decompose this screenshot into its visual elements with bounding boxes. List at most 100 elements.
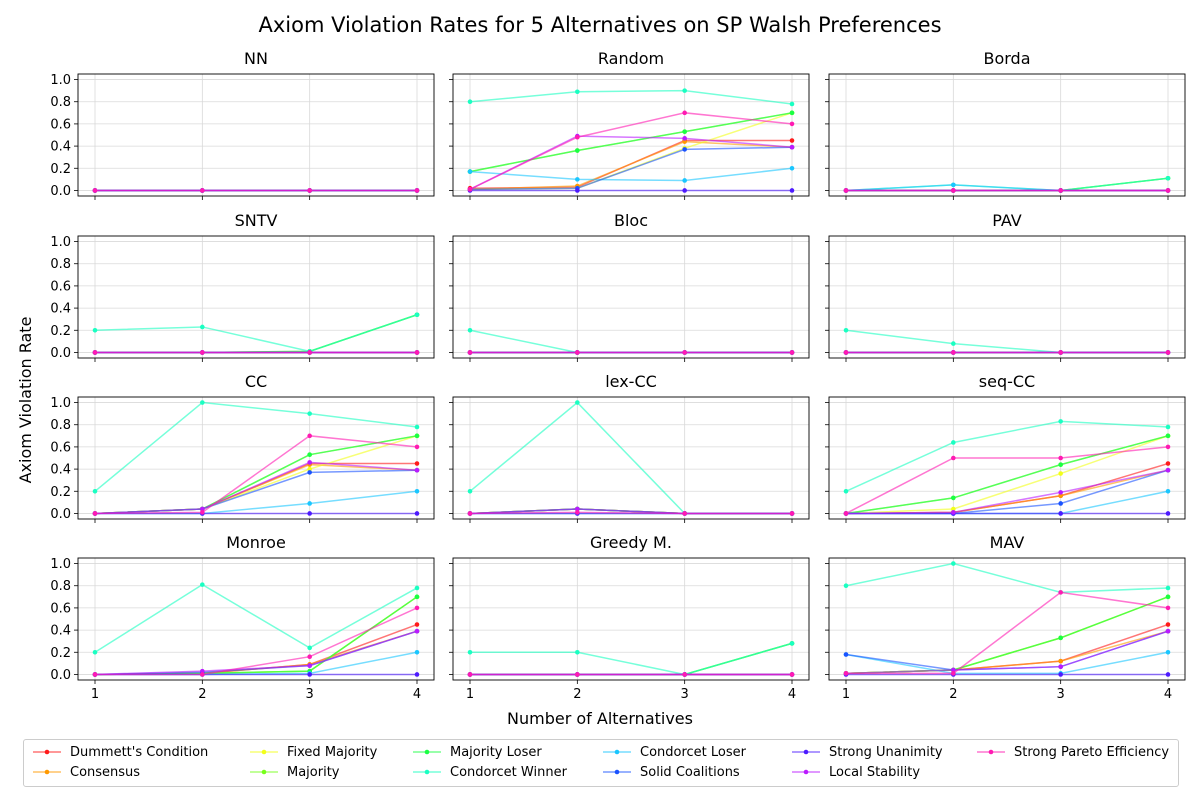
data-point: [951, 182, 956, 188]
series-line: [95, 490, 418, 515]
data-point: [414, 467, 420, 473]
data-point: [1058, 462, 1063, 467]
x-tick-label: 4: [413, 687, 421, 702]
data-point: [467, 649, 473, 655]
data-point: [682, 511, 687, 516]
data-point: [682, 139, 687, 144]
data-point: [307, 452, 312, 457]
x-tick-label: 4: [788, 687, 796, 702]
data-point: [414, 672, 420, 677]
legend-swatch: [603, 769, 631, 775]
data-point: [575, 148, 580, 153]
series-line: [845, 446, 1169, 515]
series-line: [845, 630, 1169, 671]
series-line: [95, 314, 418, 354]
y-tick-label: 0.0: [50, 346, 71, 361]
legend-label: Majority: [287, 764, 340, 780]
panel-frame: [828, 235, 1186, 359]
series-line: [95, 314, 418, 354]
data-point: [1165, 350, 1171, 355]
y-axis-label: Axiom Violation Rate: [16, 317, 35, 484]
x-tick-label: 2: [949, 687, 957, 702]
data-point: [951, 455, 956, 461]
data-point: [789, 121, 795, 127]
data-point: [1165, 622, 1171, 627]
panel-frame: [77, 235, 435, 359]
data-point: [682, 129, 687, 134]
data-point: [414, 488, 420, 494]
data-point: [789, 511, 795, 516]
y-tick-label: 0.8: [50, 95, 71, 110]
panel-title: Greedy M.: [590, 533, 672, 552]
data-point: [1058, 635, 1063, 641]
panel-title: PAV: [992, 211, 1022, 230]
chart-panel: Monroe 0.0 0.2 0.4 0.6 0.8 1.0 1 2 3 4: [50, 533, 435, 702]
series-line: [469, 329, 792, 354]
chart-panel: lex-CC: [449, 372, 810, 523]
data-point: [414, 649, 420, 655]
legend-swatch: [413, 769, 441, 775]
chart-panel: CC 0.0 0.2 0.4 0.6 0.8 1.0: [50, 372, 435, 523]
x-axis-label: Number of Alternatives: [507, 709, 693, 728]
legend-swatch-marker: [261, 749, 267, 755]
series-line: [94, 314, 418, 353]
data-point: [414, 585, 420, 591]
series-line: [845, 435, 1169, 515]
data-point: [843, 188, 849, 193]
series-line: [94, 596, 418, 676]
data-point: [307, 645, 312, 651]
series-line: [94, 583, 418, 653]
series-line: [469, 511, 792, 515]
series-line: [469, 401, 792, 515]
series-line: [94, 630, 418, 676]
data-point: [307, 654, 312, 660]
data-point: [1165, 424, 1171, 430]
panel-frame: [77, 396, 435, 520]
data-point: [1165, 188, 1171, 193]
data-point: [843, 583, 849, 589]
legend-label: Solid Coalitions: [640, 764, 740, 780]
y-tick-label: 1.0: [50, 73, 71, 88]
data-point: [951, 495, 956, 501]
data-point: [951, 510, 956, 515]
data-point: [575, 134, 580, 140]
data-point: [789, 672, 795, 677]
panel-title: MAV: [990, 533, 1025, 552]
y-tick-label: 1.0: [50, 235, 71, 250]
series-line: [469, 167, 793, 182]
data-point: [414, 461, 420, 466]
panel-title: Borda: [983, 49, 1030, 68]
data-point: [92, 672, 98, 677]
data-point: [789, 101, 795, 107]
data-point: [843, 652, 849, 657]
data-point: [414, 433, 420, 439]
data-point: [307, 411, 312, 416]
data-point: [200, 668, 205, 674]
chart-title: Axiom Violation Rates for 5 Alternatives…: [258, 13, 941, 37]
data-point: [307, 470, 312, 475]
x-tick-label: 1: [91, 687, 99, 702]
data-point: [307, 511, 312, 516]
data-point: [575, 89, 580, 95]
data-point: [575, 188, 580, 193]
series-line: [845, 420, 1169, 492]
panel-frame: [828, 557, 1186, 681]
legend-swatch: [250, 769, 278, 775]
legend-item: Majority Loser: [412, 742, 542, 762]
y-tick-label: 1.0: [50, 396, 71, 411]
series-line: [469, 140, 793, 191]
legend-label: Consensus: [70, 764, 141, 780]
y-tick-label: 0.2: [50, 646, 71, 661]
data-point: [843, 327, 849, 333]
panel-title: NN: [244, 49, 268, 68]
y-tick-label: 0.4: [50, 624, 71, 639]
series-line: [845, 329, 1168, 354]
legend-label: Fixed Majority: [287, 744, 378, 760]
series-line: [94, 623, 418, 676]
legend-swatch: [33, 769, 61, 775]
data-point: [200, 672, 205, 677]
y-tick-label: 0.8: [50, 257, 71, 272]
series-line: [95, 651, 418, 676]
panel-frame: [828, 73, 1186, 197]
data-point: [200, 188, 205, 193]
